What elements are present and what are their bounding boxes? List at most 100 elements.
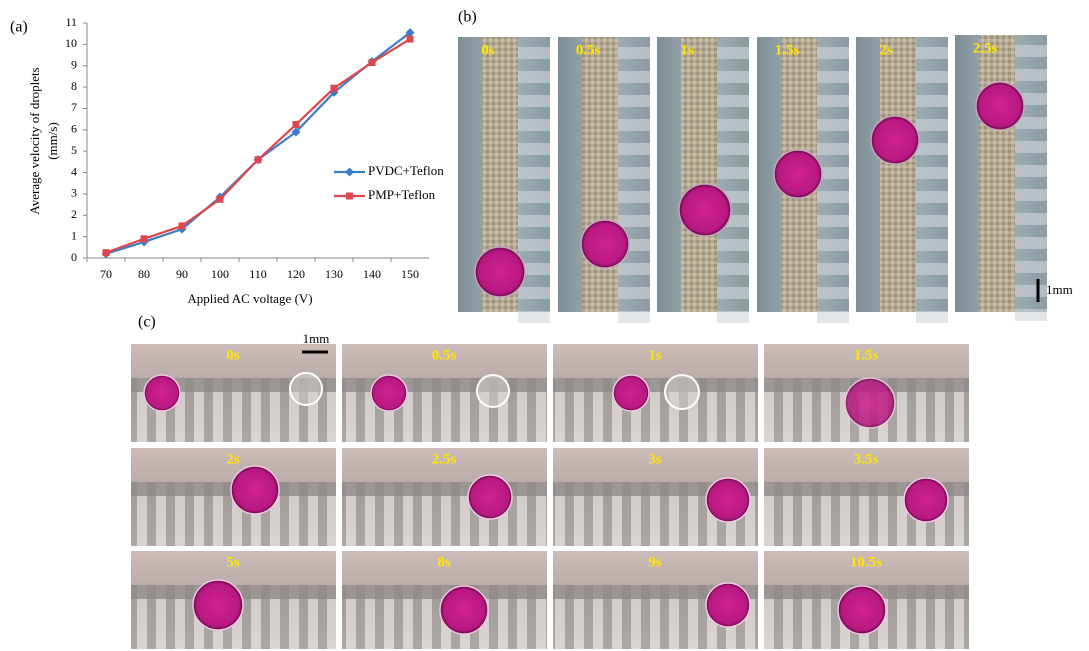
comb-finger — [717, 239, 749, 251]
electrode-strip — [582, 37, 618, 312]
comb-finger — [717, 47, 749, 59]
y-tick-label: 5 — [71, 143, 77, 157]
comb-finger — [916, 263, 948, 275]
comb-finger — [518, 119, 550, 131]
comb-finger — [618, 191, 650, 203]
time-label: 2s — [226, 451, 240, 467]
comb-finger — [717, 167, 749, 179]
comb-finger — [916, 239, 948, 251]
time-label: 0.5s — [576, 42, 601, 58]
x-tick-label: 80 — [138, 267, 150, 281]
comb-finger — [817, 287, 849, 299]
time-label: 5s — [226, 554, 240, 570]
x-tick-label: 150 — [401, 267, 419, 281]
comb-finger — [1015, 69, 1047, 81]
comb-finger — [1015, 189, 1047, 201]
time-label: 0.5s — [432, 347, 457, 363]
time-label: 0s — [226, 347, 240, 363]
electrode-strip — [979, 35, 1015, 312]
legend-marker — [346, 193, 353, 200]
comb-finger — [518, 143, 550, 155]
comb-finger — [817, 143, 849, 155]
y-tick-label: 4 — [71, 164, 77, 178]
droplet — [193, 580, 243, 630]
comb-finger — [1015, 285, 1047, 297]
comb-finger — [717, 287, 749, 299]
comb-finger — [916, 215, 948, 227]
comb-finger — [817, 71, 849, 83]
marker — [369, 59, 376, 66]
droplet — [774, 150, 822, 198]
y-axis-title: Average velocity of droplets — [27, 67, 42, 214]
image-tile: 0.5s — [558, 37, 650, 323]
droplet — [440, 586, 488, 634]
comb-finger — [1015, 141, 1047, 153]
image-tile: 1s — [657, 37, 749, 323]
comb-finger — [1015, 261, 1047, 273]
image-tile: 3.5s — [764, 448, 969, 546]
time-label: 0s — [481, 42, 495, 58]
y-tick-label: 9 — [71, 57, 77, 71]
droplet — [871, 116, 919, 164]
time-label: 10.5s — [850, 554, 882, 570]
marker — [141, 235, 148, 242]
comb-finger — [618, 167, 650, 179]
comb-finger — [916, 167, 948, 179]
droplet — [904, 478, 948, 522]
time-label: 3s — [648, 451, 662, 467]
comb-finger — [518, 191, 550, 203]
marker — [217, 196, 224, 203]
x-tick-label: 130 — [325, 267, 343, 281]
marker — [179, 222, 186, 229]
comb-finger — [518, 311, 550, 323]
droplet — [665, 375, 699, 409]
comb-finger — [618, 311, 650, 323]
comb-finger — [916, 287, 948, 299]
marker — [293, 121, 300, 128]
droplet — [976, 82, 1024, 130]
comb-finger — [916, 47, 948, 59]
comb-finger — [817, 191, 849, 203]
y-tick-label: 7 — [71, 100, 77, 114]
electrode-bar — [342, 482, 547, 496]
y-tick-label: 1 — [71, 228, 77, 242]
image-tile: 2s — [856, 37, 948, 323]
image-tile: 9s — [553, 551, 758, 649]
x-tick-label: 90 — [176, 267, 188, 281]
series-line — [106, 33, 410, 254]
scale-label: 1mm — [1046, 282, 1073, 297]
image-tile: 0.5s — [342, 344, 547, 442]
time-label: 8s — [437, 554, 451, 570]
x-tick-label: 120 — [287, 267, 305, 281]
electrode-strip — [681, 37, 717, 312]
y-tick-label: 3 — [71, 186, 77, 200]
series-line — [106, 39, 410, 253]
image-tile: 0s — [458, 37, 550, 323]
droplet — [371, 375, 407, 411]
comb-finger — [817, 239, 849, 251]
comb-finger — [518, 95, 550, 107]
legend-label: PMP+Teflon — [368, 187, 436, 202]
image-tile: 1.5s — [757, 37, 849, 323]
droplet — [706, 478, 750, 522]
comb-finger — [916, 71, 948, 83]
image-tile: 2.5s — [342, 448, 547, 546]
comb-finger — [817, 311, 849, 323]
droplet — [838, 586, 886, 634]
y-tick-label: 11 — [65, 15, 77, 29]
time-label: 3.5s — [854, 451, 879, 467]
comb-finger — [1015, 165, 1047, 177]
comb-finger — [717, 71, 749, 83]
droplet — [679, 184, 731, 236]
comb-finger — [618, 263, 650, 275]
comb-finger — [916, 191, 948, 203]
comb-finger — [717, 263, 749, 275]
time-label: 1s — [648, 347, 662, 363]
comb-finger — [518, 47, 550, 59]
comb-finger — [1015, 309, 1047, 321]
electrode-bar — [553, 378, 758, 392]
image-tile: 2s — [131, 448, 336, 546]
scale-label: 1mm — [303, 331, 330, 346]
droplet — [845, 378, 895, 428]
image-tile: 3s — [553, 448, 758, 546]
